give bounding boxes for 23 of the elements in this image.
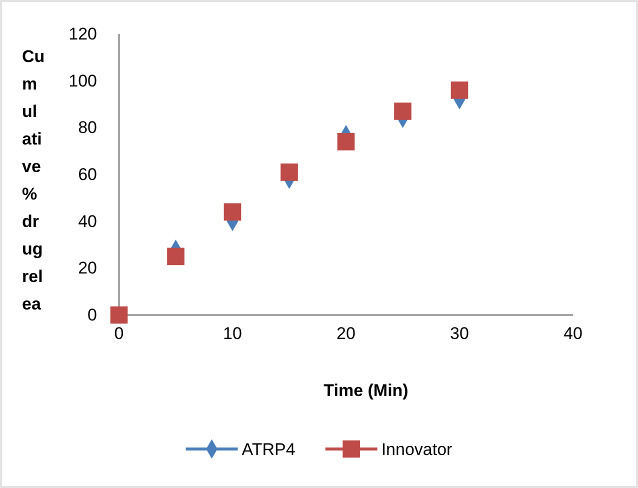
point [450, 82, 468, 99]
x-tick-label: 40 [564, 324, 582, 344]
y-tick-label: 0 [88, 305, 97, 324]
point [280, 164, 298, 181]
y-tick-label: 60 [78, 164, 97, 184]
y-tick-label: 100 [68, 71, 97, 90]
y-tick-label: 40 [78, 212, 97, 231]
point [337, 133, 355, 150]
x-tick-label: 20 [336, 324, 356, 344]
y-tick-label: 120 [68, 24, 97, 44]
legend-label: ATRP4 [242, 440, 296, 459]
text: Cumulative % drug relea [22, 47, 45, 314]
point [394, 102, 412, 120]
x-tick-label: 10 [223, 324, 242, 344]
point [167, 248, 184, 266]
legend-label: Innovator [381, 440, 453, 459]
x-axis-title: Time (Min) [324, 381, 408, 400]
y-tick-label: 80 [78, 118, 97, 138]
x-tick-label: 30 [450, 324, 469, 344]
y-tick-label: 20 [78, 258, 97, 278]
x-tick-label: 0 [114, 324, 124, 344]
point [110, 306, 128, 324]
point [224, 203, 242, 221]
